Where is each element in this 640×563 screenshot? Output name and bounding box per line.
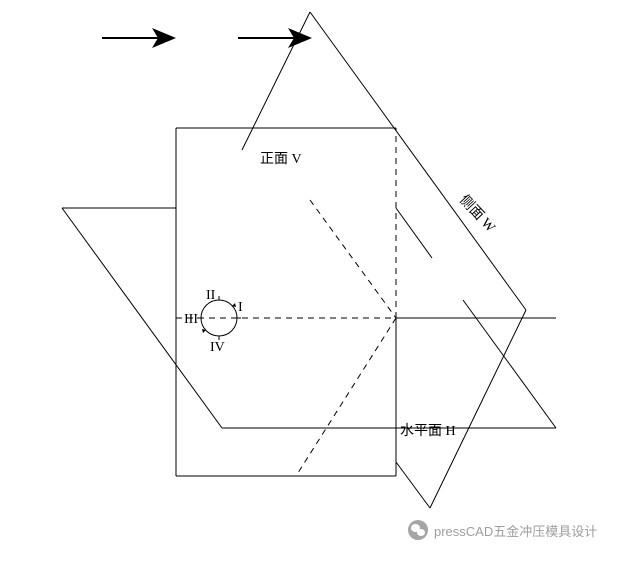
quadrant-label-iv: IV bbox=[210, 340, 225, 356]
watermark-text: pressCAD五金冲压模具设计 bbox=[434, 521, 597, 540]
diagram-canvas bbox=[0, 0, 640, 563]
hidden-edges bbox=[176, 200, 396, 476]
quadrant-label-i: I bbox=[238, 300, 243, 316]
wechat-icon bbox=[408, 520, 428, 540]
label-plane-h: 水平面 H bbox=[400, 420, 456, 440]
label-plane-v: 正面 V bbox=[260, 148, 302, 168]
quadrant-label-iii: III bbox=[184, 312, 198, 328]
plane-w bbox=[242, 12, 526, 508]
quadrant-label-ii: II bbox=[206, 288, 215, 304]
watermark: pressCAD五金冲压模具设计 bbox=[408, 520, 597, 540]
